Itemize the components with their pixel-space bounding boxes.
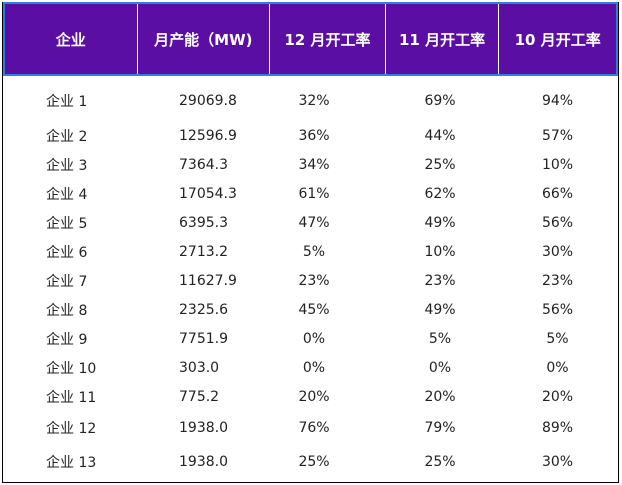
header-monthly-capacity: 月产能（MW) — [138, 4, 271, 74]
cell-dec-rate: 23% — [298, 273, 330, 289]
cell-capacity: 303.0 — [179, 360, 220, 376]
cell-nov-rate: 62% — [424, 186, 456, 202]
cell-oct-rate: 10% — [541, 157, 574, 173]
cell-nov-rate: 20% — [424, 389, 456, 405]
cell-oct-rate: 20% — [541, 389, 574, 405]
cell-company: 企业 13 — [46, 455, 97, 471]
cell-capacity: 1938.0 — [179, 454, 228, 470]
cell-dec-rate: 20% — [298, 389, 330, 405]
cell-nov-rate: 69% — [424, 93, 456, 109]
cell-capacity: 11627.9 — [179, 273, 237, 289]
table-row: 企业 9 7751.9 0% 5% 5% — [3, 326, 618, 352]
table-row: 企业 4 17054.3 61% 62% 66% — [3, 181, 618, 207]
header-oct-utilization: 10 月开工率 — [514, 30, 601, 49]
cell-oct-rate: 66% — [541, 186, 574, 202]
cell-capacity: 17054.3 — [179, 186, 237, 202]
cell-dec-rate: 45% — [298, 302, 330, 318]
table-row: 企业 7 11627.9 23% 23% 23% — [3, 268, 618, 294]
cell-oct-rate: 56% — [541, 215, 574, 231]
table-row: 企业 5 6395.3 47% 49% 56% — [3, 210, 618, 236]
cell-company: 企业 11 — [46, 390, 97, 406]
table-row: 企业 8 2325.6 45% 49% 56% — [3, 297, 618, 323]
cell-capacity: 7364.3 — [179, 157, 228, 173]
cell-company: 企业 9 — [46, 332, 88, 348]
table-row: 企业 6 2713.2 5% 10% 30% — [3, 239, 618, 265]
cell-dec-rate: 25% — [298, 454, 330, 470]
cell-nov-rate: 5% — [428, 331, 452, 347]
table-row: 企业 11 775.2 20% 20% 20% — [3, 384, 618, 410]
cell-nov-rate: 49% — [424, 302, 456, 318]
cell-nov-rate: 23% — [424, 273, 456, 289]
cell-capacity: 775.2 — [179, 389, 220, 405]
table-row: 企业 3 7364.3 34% 25% 10% — [3, 152, 618, 178]
cell-nov-rate: 25% — [424, 454, 456, 470]
cell-company: 企业 8 — [46, 303, 88, 319]
cell-capacity: 1938.0 — [179, 420, 228, 436]
cell-oct-rate: 57% — [541, 128, 574, 144]
cell-oct-rate: 23% — [541, 273, 574, 289]
cell-company: 企业 1 — [46, 94, 88, 110]
table-row: 企业 2 12596.9 36% 44% 57% — [3, 123, 618, 149]
cell-dec-rate: 61% — [298, 186, 330, 202]
cell-company: 企业 10 — [46, 361, 97, 377]
cell-capacity: 12596.9 — [179, 128, 237, 144]
cell-nov-rate: 44% — [424, 128, 456, 144]
cell-company: 企业 12 — [46, 421, 97, 437]
cell-oct-rate: 56% — [541, 302, 574, 318]
cell-company: 企业 7 — [46, 274, 88, 290]
cell-dec-rate: 0% — [302, 360, 326, 376]
cell-oct-rate: 89% — [541, 420, 574, 436]
cell-dec-rate: 76% — [298, 420, 330, 436]
cell-capacity: 2325.6 — [179, 302, 228, 318]
table-row: 企业 13 1938.0 25% 25% 30% — [3, 447, 618, 477]
cell-nov-rate: 25% — [424, 157, 456, 173]
cell-nov-rate: 0% — [428, 360, 452, 376]
cell-capacity: 7751.9 — [179, 331, 228, 347]
cell-nov-rate: 49% — [424, 215, 456, 231]
cell-company: 企业 6 — [46, 245, 88, 261]
cell-capacity: 6395.3 — [179, 215, 228, 231]
cell-oct-rate: 5% — [546, 331, 569, 347]
table-row: 企业 10 303.0 0% 0% 0% — [3, 355, 618, 381]
cell-oct-rate: 94% — [541, 93, 574, 109]
cell-oct-rate: 0% — [546, 360, 569, 376]
table-row: 企业 1 29069.8 32% 69% 94% — [3, 88, 618, 114]
cell-oct-rate: 30% — [541, 454, 574, 470]
cell-capacity: 29069.8 — [179, 93, 237, 109]
cell-company: 企业 3 — [46, 158, 88, 174]
cell-dec-rate: 5% — [302, 244, 326, 260]
cell-dec-rate: 36% — [298, 128, 330, 144]
header-company: 企业 — [5, 4, 138, 74]
cell-oct-rate: 30% — [541, 244, 574, 260]
cell-company: 企业 4 — [46, 187, 88, 203]
cell-nov-rate: 10% — [424, 244, 456, 260]
cell-dec-rate: 47% — [298, 215, 330, 231]
cell-dec-rate: 32% — [298, 93, 330, 109]
cell-dec-rate: 0% — [302, 331, 326, 347]
cell-nov-rate: 79% — [424, 420, 456, 436]
cell-company: 企业 5 — [46, 216, 88, 232]
cell-dec-rate: 34% — [298, 157, 330, 173]
cell-capacity: 2713.2 — [179, 244, 228, 260]
header-dec-utilization: 12 月开工率 — [270, 4, 386, 74]
table-header-row: 企业 月产能（MW) 12 月开工率 11 月开工率 10 月开工率 — [3, 2, 618, 76]
table-row: 企业 12 1938.0 76% 79% 89% — [3, 413, 618, 443]
header-nov-utilization: 11 月开工率 — [386, 4, 500, 74]
cell-company: 企业 2 — [46, 129, 88, 145]
